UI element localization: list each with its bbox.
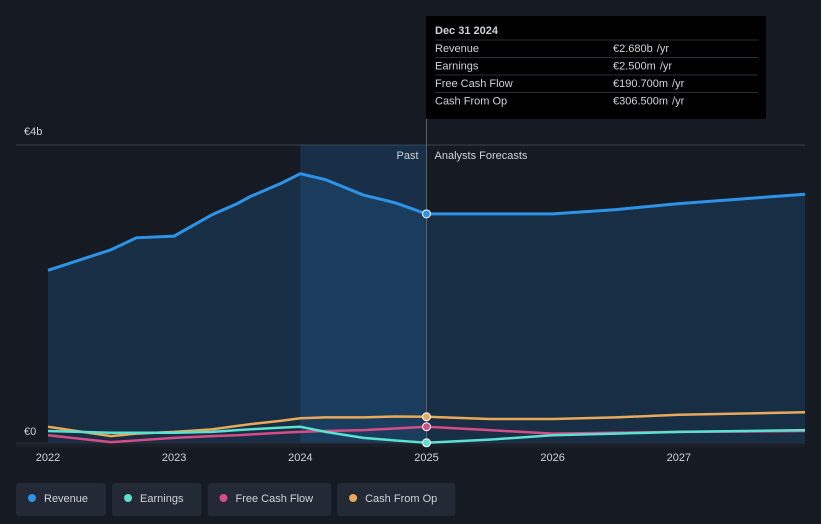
annotation-forecast: Analysts Forecasts [435,150,528,162]
tooltip-title: Dec 31 2024 [435,25,499,37]
tooltip-unit: /yr [660,60,673,72]
legend-button[interactable] [207,483,332,516]
legend-button[interactable] [16,483,107,516]
legend-item[interactable]: Cash From Op [337,483,456,516]
legend-swatch[interactable] [124,494,133,502]
x-tick-label: 2026 [540,452,564,464]
y-tick-label: €4b [24,126,42,138]
series-line [47,425,806,444]
annotation-past: Past [396,150,418,162]
highlight-band [300,145,427,443]
x-tick-label: 2025 [414,452,438,464]
tooltip-label: Free Cash Flow [435,78,513,90]
tooltip-value: €2.500m [613,60,656,72]
tooltip-unit: /yr [657,43,670,55]
legend-label[interactable]: Cash From Op [365,493,437,505]
legend[interactable]: Revenue Earnings Free Cash Flow Cash From O… [16,483,456,516]
x-tick-label: 2023 [162,452,186,464]
legend-swatch[interactable] [349,494,358,502]
series-line [47,425,806,445]
series-point [422,422,431,432]
plot-area: €0 €4b 2022 2023 2024 2025 2026 2027 Past Analyst… [16,16,806,464]
tooltip-value: €190.700m [613,78,668,90]
legend-label[interactable]: Revenue [44,493,88,505]
legend-label[interactable]: Free Cash Flow [235,493,313,505]
tooltip-box [426,16,766,119]
legend-label[interactable]: Earnings [140,493,184,505]
legend-swatch[interactable] [219,494,228,502]
series-point [422,412,431,422]
legend-swatch[interactable] [28,494,36,502]
legend-button[interactable] [337,483,456,516]
x-tick-label: 2024 [288,452,312,464]
y-tick-label: €0 [24,426,36,438]
tooltip-label: Revenue [435,43,479,55]
legend-item[interactable]: Free Cash Flow [207,483,332,516]
tooltip-label: Cash From Op [435,95,507,107]
series-point [422,209,431,219]
x-tick-label: 2022 [36,452,60,464]
legend-item[interactable]: Revenue [16,483,107,516]
legend-item[interactable]: Earnings [112,483,202,516]
tooltip-label: Earnings [435,60,479,72]
series-line [47,172,806,272]
legend-button[interactable] [112,483,202,516]
tooltip: Dec 31 2024 Revenue €2.680b/yr Earnings €2.5… [426,16,766,119]
series-point [422,438,431,448]
x-tick-label: 2027 [667,452,691,464]
tooltip-unit: /yr [672,95,685,107]
tooltip-value: €2.680b [613,43,653,55]
tooltip-value: €306.500m [613,95,668,107]
tooltip-unit: /yr [672,78,685,90]
below-zero [16,443,805,447]
